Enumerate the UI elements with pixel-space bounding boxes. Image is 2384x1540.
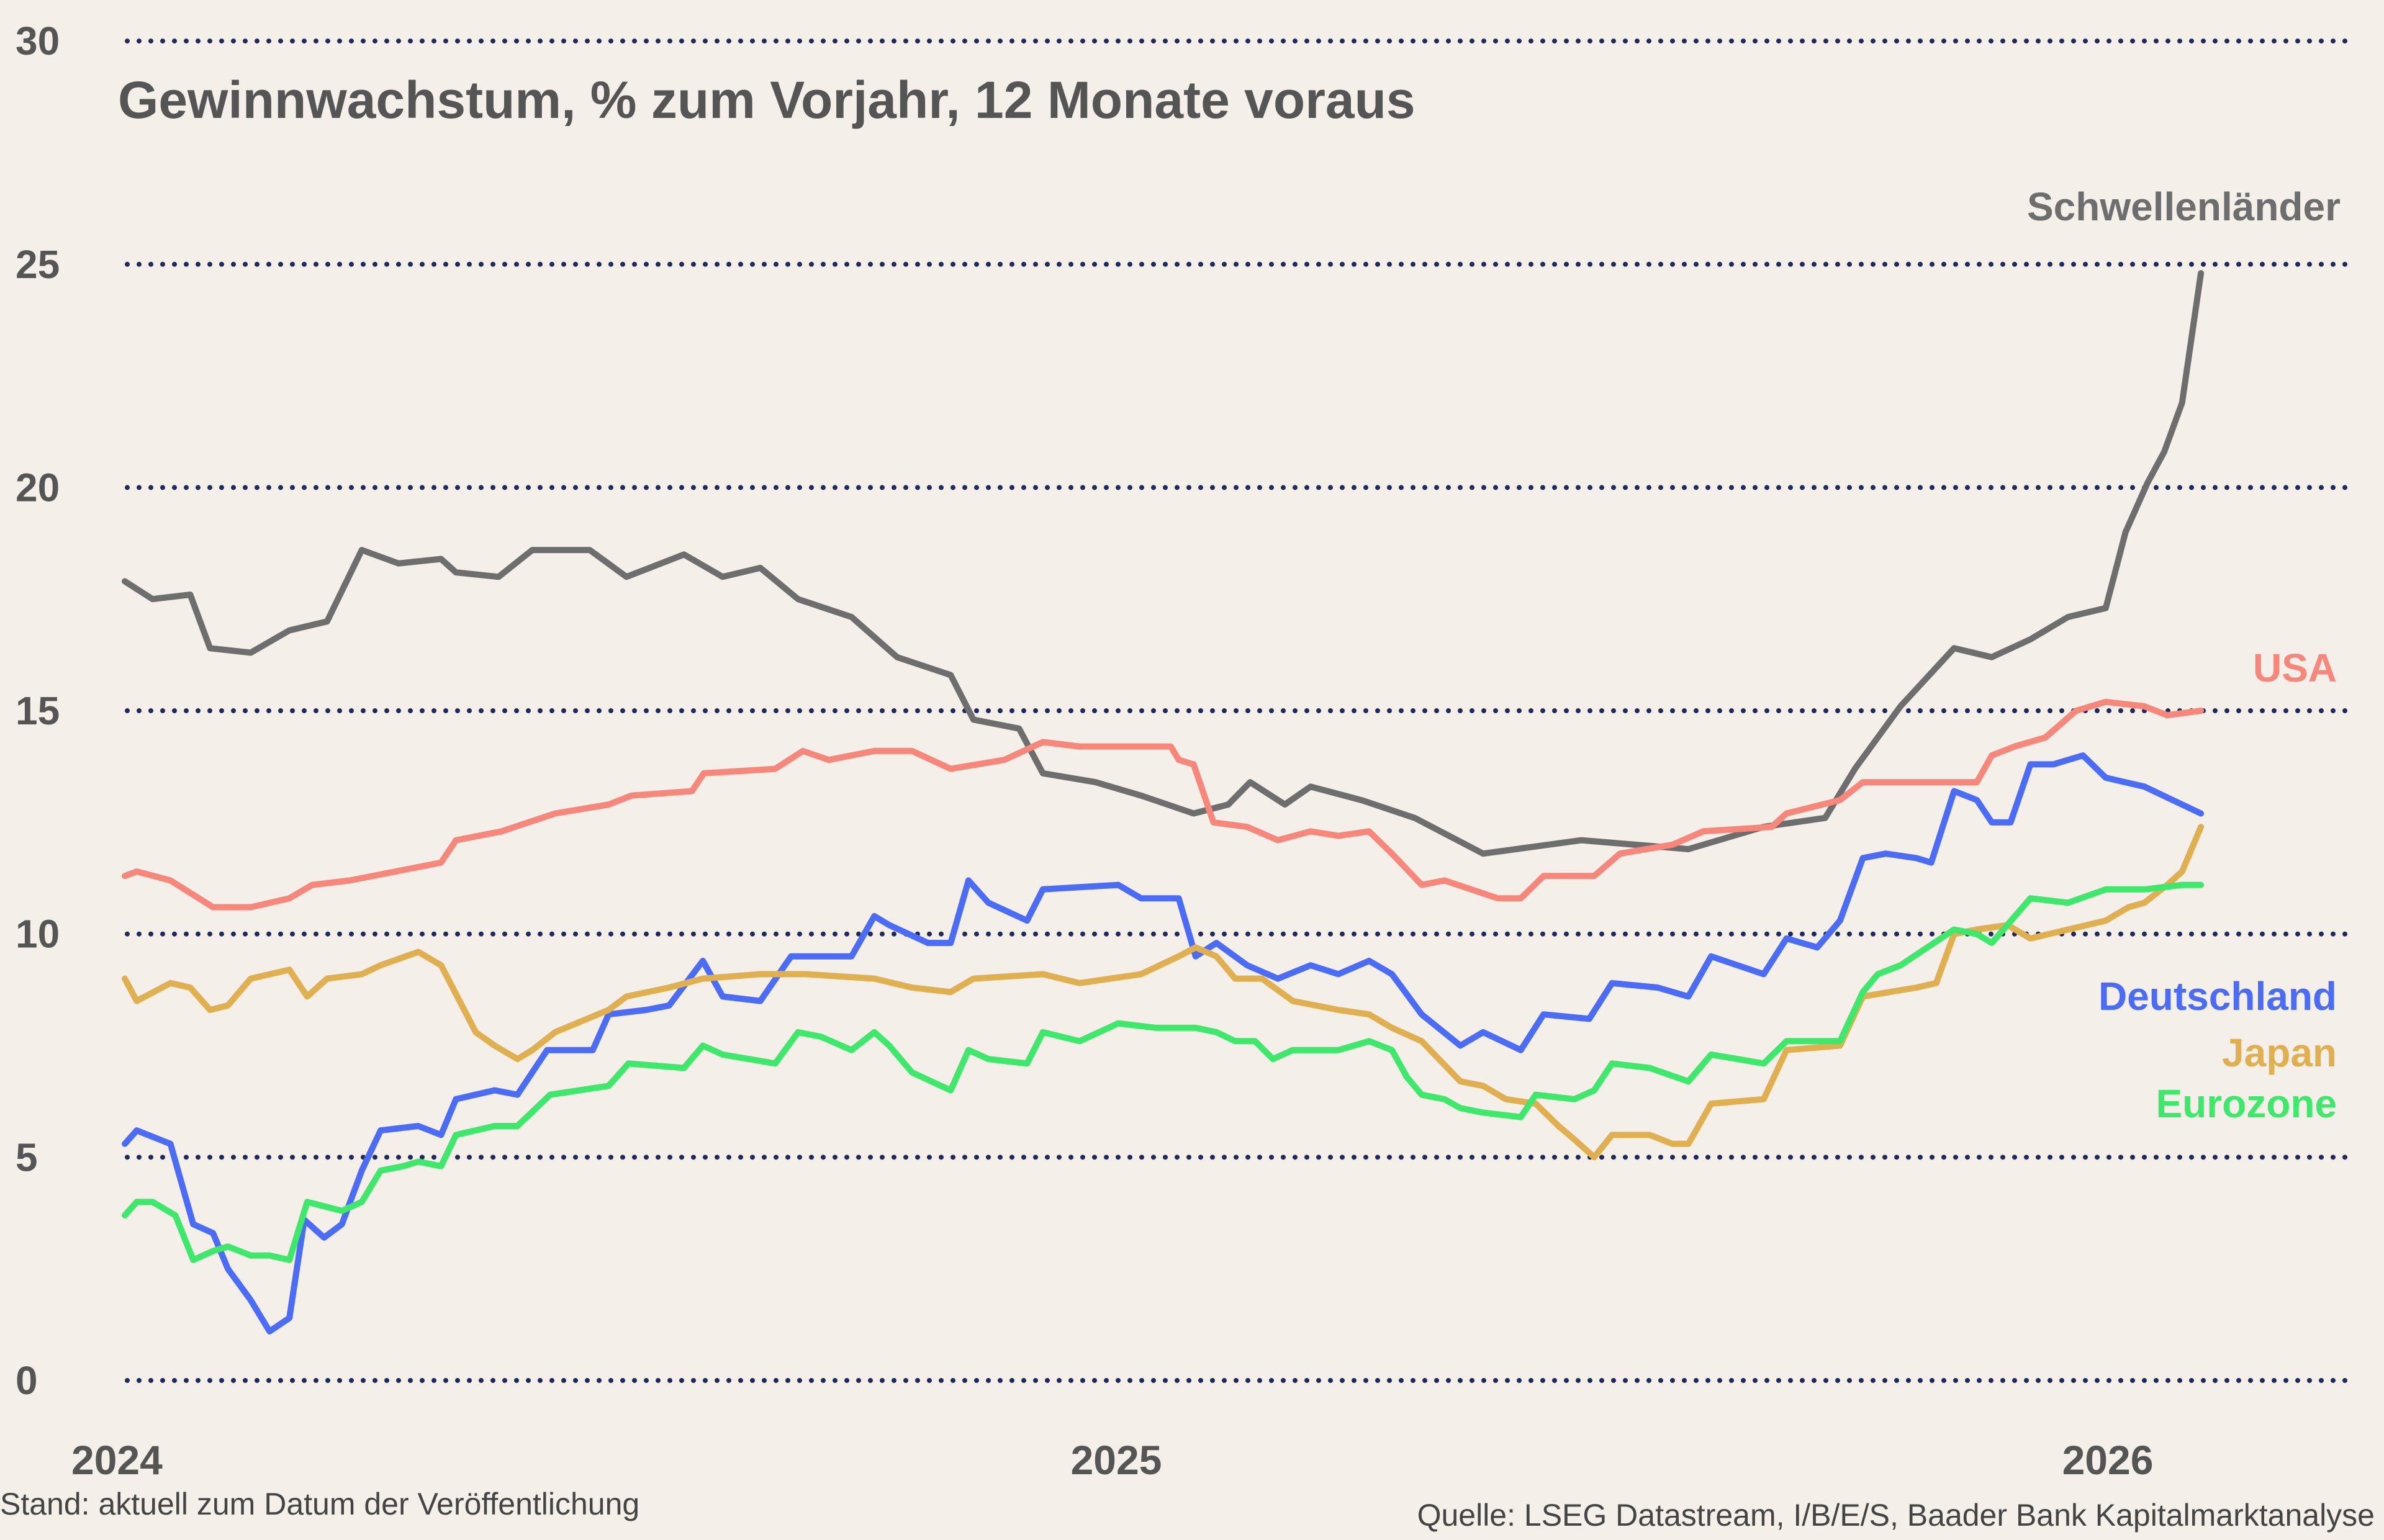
series-label-japan: Japan <box>2222 1030 2337 1075</box>
series-label-deutschland: Deutschland <box>2098 974 2337 1019</box>
series-label-schwellenlaender: Schwellenländer <box>2027 184 2341 229</box>
x-tick-label: 2025 <box>1071 1437 1162 1483</box>
grid-lines <box>125 38 2352 1383</box>
y-tick-label: 30 <box>16 19 60 63</box>
series-line-schwellenländer <box>122 270 2205 857</box>
series-line-japan <box>122 824 2205 1161</box>
y-tick-label: 10 <box>16 912 60 957</box>
x-tick-label: 2024 <box>71 1437 163 1483</box>
y-tick-label: 15 <box>16 688 60 733</box>
footnote-source: Quelle: LSEG Datastream, I/B/E/S, Baader… <box>1417 1498 2375 1533</box>
y-tick-label: 0 <box>16 1358 38 1403</box>
x-tick-labels: 2024 2025 2026 <box>71 1437 2153 1483</box>
footnote-left: Stand: aktuell zum Datum der Veröffentli… <box>0 1487 639 1521</box>
y-tick-labels: 0 5 10 15 20 25 30 <box>16 19 60 1403</box>
series-label-eurozone: Eurozone <box>2156 1081 2337 1126</box>
x-tick-label: 2026 <box>2062 1437 2154 1483</box>
y-tick-label: 5 <box>16 1135 38 1179</box>
series-label-usa: USA <box>2253 646 2337 690</box>
series-line-eurozone <box>122 881 2205 1263</box>
series-line-deutschland <box>122 752 2205 1335</box>
y-tick-label: 20 <box>16 465 60 510</box>
y-tick-label: 25 <box>16 242 60 287</box>
series-line-usa <box>122 698 2205 911</box>
series-lines <box>122 270 2205 1335</box>
chart-title: Gewinnwachstum, % zum Vorjahr, 12 Monate… <box>118 71 1416 129</box>
